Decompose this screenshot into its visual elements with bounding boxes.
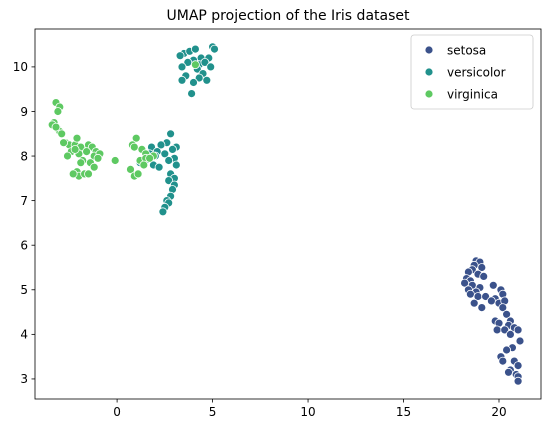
y-tick-label: 6 (20, 239, 28, 253)
versicolor-point (175, 51, 185, 61)
virginica-point (133, 169, 143, 179)
virginica-point (190, 60, 200, 70)
setosa-point (500, 325, 510, 335)
chart-title: UMAP projection of the Iris dataset (167, 8, 410, 24)
x-tick-label: 0 (113, 405, 121, 419)
virginica-point (82, 147, 91, 157)
y-axis-ticks: 3 4 5 6 7 8 9 10 (13, 60, 35, 386)
virginica-point (129, 142, 139, 152)
x-tick-label: 15 (396, 405, 411, 419)
versicolor-point (164, 156, 174, 165)
virginica-point (110, 156, 120, 165)
virginica-point (70, 144, 80, 154)
points-layer (47, 42, 525, 386)
setosa-point (465, 289, 475, 299)
virginica-point (59, 138, 68, 148)
versicolor-point (166, 129, 176, 139)
versicolor-point (177, 62, 187, 72)
y-tick-label: 7 (20, 194, 28, 208)
setosa-point (498, 356, 508, 366)
setosa-point (486, 296, 496, 306)
versicolor-point (177, 75, 187, 85)
virginica-point (126, 164, 135, 174)
setosa-point (469, 298, 479, 308)
virginica-point (63, 151, 72, 161)
setosa-point (492, 325, 502, 335)
y-tick-label: 4 (20, 328, 28, 342)
setosa-point (504, 367, 513, 377)
y-tick-label: 5 (20, 283, 28, 297)
y-tick-label: 8 (20, 149, 28, 163)
legend-label-virginica: virginica (447, 87, 498, 101)
y-tick-label: 3 (20, 372, 28, 386)
setosa-point (488, 280, 498, 290)
series-setosa (460, 256, 525, 386)
setosa-point (513, 361, 523, 371)
x-axis-ticks: 0 5 10 15 20 (113, 399, 507, 419)
virginica-point (84, 169, 93, 179)
series-virginica (47, 60, 200, 181)
virginica-point (72, 133, 82, 143)
versicolor-point (206, 62, 216, 72)
versicolor-point (200, 58, 210, 67)
versicolor-point (156, 140, 166, 150)
versicolor-point (190, 44, 200, 54)
legend-marker-versicolor (424, 67, 434, 77)
virginica-point (76, 158, 86, 168)
virginica-point (51, 122, 61, 132)
legend-marker-virginica (424, 89, 434, 99)
x-tick-label: 5 (209, 405, 217, 419)
legend: setosa versicolor virginica (410, 34, 534, 110)
y-tick-label: 9 (20, 105, 28, 119)
versicolor-point (171, 160, 181, 170)
setosa-point (505, 329, 515, 339)
setosa-point (502, 309, 512, 319)
legend-label-versicolor: versicolor (447, 65, 506, 79)
versicolor-point (187, 89, 197, 98)
virginica-point (89, 162, 99, 172)
versicolor-point (160, 149, 170, 159)
setosa-point (477, 263, 487, 272)
y-tick-label: 10 (13, 60, 28, 74)
setosa-point (481, 292, 491, 301)
setosa-point (502, 345, 512, 355)
versicolor-point (168, 144, 177, 154)
setosa-point (513, 376, 523, 386)
setosa-point (498, 303, 508, 313)
plot-frame (34, 28, 542, 400)
virginica-point (131, 133, 141, 143)
virginica-point (68, 169, 78, 179)
virginica-point (53, 107, 63, 116)
versicolor-point (164, 176, 174, 186)
versicolor-point (202, 75, 212, 85)
legend-label-setosa: setosa (447, 43, 486, 57)
versicolor-point (210, 44, 219, 54)
virginica-point (93, 153, 103, 163)
x-tick-label: 10 (300, 405, 315, 419)
setosa-point (515, 336, 525, 346)
x-tick-label: 20 (491, 405, 506, 419)
versicolor-point (189, 78, 198, 87)
virginica-point (145, 153, 155, 163)
virginica-point (139, 160, 149, 170)
versicolor-point (154, 162, 164, 172)
virginica-point (57, 129, 67, 139)
legend-box (410, 34, 534, 110)
setosa-point (513, 325, 523, 335)
legend-marker-setosa (424, 45, 434, 55)
versicolor-point (158, 207, 168, 217)
setosa-point (477, 303, 487, 313)
setosa-point (479, 271, 489, 281)
